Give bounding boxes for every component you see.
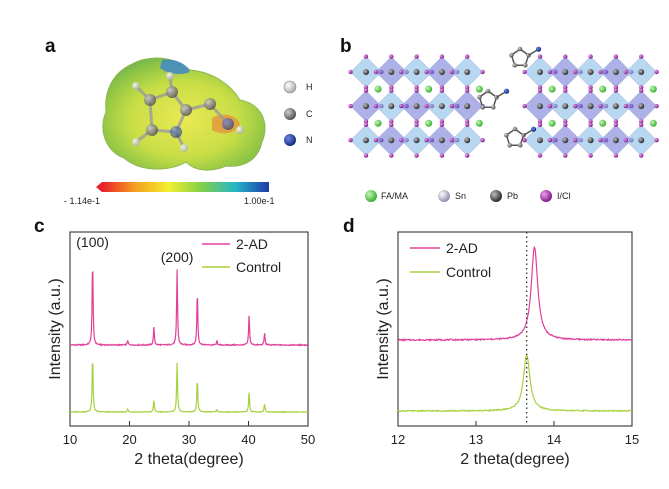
crystal-legend: FA/MA Sn Pb I/Cl bbox=[365, 190, 571, 202]
chart-c-legend-label: Control bbox=[236, 259, 281, 275]
atom-legend-n-label: N bbox=[306, 135, 313, 145]
legend-fa-ma-marker bbox=[365, 190, 377, 202]
panel-c-letter: c bbox=[34, 216, 45, 237]
crystal-block-left bbox=[348, 54, 485, 158]
chart-c-x-tick-label: 30 bbox=[182, 432, 196, 447]
atom-legend-c-label: C bbox=[306, 109, 313, 119]
chart-d-y-axis-title: Intensity (a.u.) bbox=[375, 278, 392, 379]
panel-c: c 10 20 30 40 50 2 theta(degree) Intensity (a.… bbox=[34, 216, 315, 468]
atom-legend-h-label: H bbox=[306, 82, 313, 92]
legend-i-cl-label: I/Cl bbox=[557, 191, 571, 201]
ligand-left bbox=[477, 88, 510, 110]
chart-c-y-axis-title: Intensity (a.u.) bbox=[47, 278, 64, 379]
chart-d-x-tick-label: 12 bbox=[391, 432, 405, 447]
perovskite-crystal-structure bbox=[348, 46, 659, 158]
chart-d-x-axis-title: 2 theta(degree) bbox=[460, 451, 569, 468]
legend-pb-marker bbox=[490, 190, 502, 202]
chart-c-x-tick-label: 20 bbox=[122, 432, 136, 447]
chart-d-x-tick-label: 15 bbox=[625, 432, 639, 447]
ligand-top bbox=[509, 46, 542, 68]
legend-fa-ma-label: FA/MA bbox=[381, 191, 408, 201]
atom-legend-h-marker bbox=[283, 80, 297, 94]
chart-c-x-axis-title: 2 theta(degree) bbox=[134, 451, 243, 468]
chart-c-legend-label: 2-AD bbox=[236, 236, 268, 252]
colorbar-min-label: - 1.14e-1 bbox=[64, 196, 100, 206]
chart-c-x-tick-label: 10 bbox=[63, 432, 77, 447]
molecule-atoms bbox=[132, 72, 244, 152]
panel-b-letter: b bbox=[340, 36, 352, 57]
atom-legend-n-marker bbox=[284, 134, 296, 146]
chart-d-legend-label: 2-AD bbox=[446, 240, 478, 256]
esp-colorbar: - 1.14e-1 1.00e-1 bbox=[64, 182, 275, 206]
chart-d-series-2ad-line bbox=[397, 245, 633, 342]
panel-b: b FA/MA Sn Pb I/Cl bbox=[340, 36, 659, 202]
colorbar-max-label: 1.00e-1 bbox=[244, 196, 275, 206]
panel-d-letter: d bbox=[343, 216, 355, 237]
legend-sn-label: Sn bbox=[455, 191, 466, 201]
xrd-chart-c: 10 20 30 40 50 2 theta(degree) Intensity (a.u.… bbox=[47, 231, 315, 468]
panel-a-letter: a bbox=[45, 36, 56, 57]
panel-a: a H bbox=[45, 36, 313, 206]
chart-c-x-tick-label: 40 bbox=[241, 432, 255, 447]
chart-d-legend-label: Control bbox=[446, 264, 491, 280]
xrd-chart-d: 12 13 14 15 2 theta(degree) Intensity (a.u.) 2… bbox=[375, 231, 639, 468]
chart-c-x-tick-label: 50 bbox=[301, 432, 315, 447]
chart-c-series-2ad-line bbox=[69, 269, 309, 347]
crystal-block-right bbox=[522, 54, 659, 158]
atom-legend: H C N bbox=[283, 80, 313, 146]
chart-d-series-control-line bbox=[397, 354, 633, 413]
legend-sn-marker bbox=[438, 190, 450, 202]
chart-c-series-control-line bbox=[69, 362, 309, 414]
legend-pb-label: Pb bbox=[507, 191, 518, 201]
chart-d-x-tick-label: 13 bbox=[469, 432, 483, 447]
legend-i-cl-marker bbox=[540, 190, 552, 202]
chart-c-peak-label: (200) bbox=[161, 249, 194, 265]
chart-d-x-tick-label: 14 bbox=[547, 432, 561, 447]
esp-blue-region bbox=[160, 59, 190, 75]
chart-c-peak-label: (100) bbox=[76, 234, 109, 250]
chart-d-plot-frame bbox=[397, 231, 633, 427]
atom-legend-c-marker bbox=[284, 108, 296, 120]
ligand-bottom bbox=[504, 126, 537, 148]
panel-d: d 12 13 14 15 2 theta(degree) Intensity (a.u.… bbox=[343, 216, 639, 468]
